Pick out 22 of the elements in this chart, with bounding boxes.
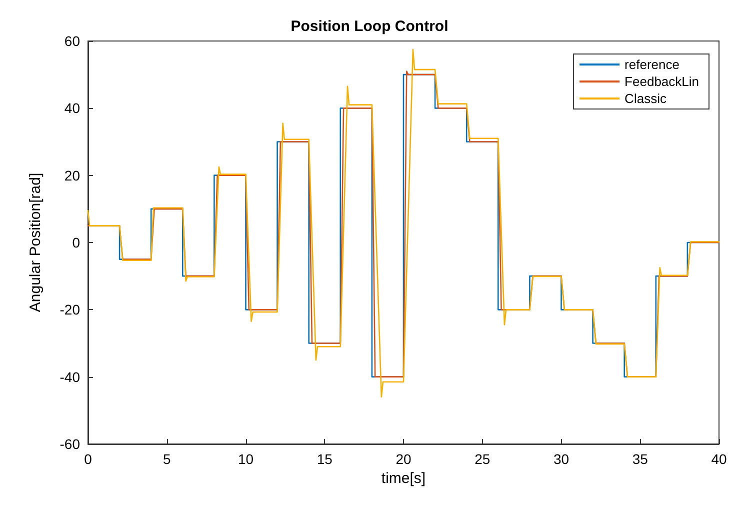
x-tick-label: 15 <box>316 451 333 467</box>
y-axis-title: Angular Position[rad] <box>27 172 44 312</box>
x-tick-label: 0 <box>84 451 92 467</box>
legend-label: reference <box>624 57 680 72</box>
y-tick-label: 40 <box>64 100 80 116</box>
x-tick-label: 25 <box>474 451 490 467</box>
x-tick-label: 20 <box>396 451 412 467</box>
x-tick-label: 5 <box>162 451 171 467</box>
y-tick-label: 60 <box>64 33 80 49</box>
chart-title: Position Loop Control <box>290 18 448 35</box>
y-tick-label: -60 <box>60 436 80 452</box>
y-tick-label: 20 <box>64 167 80 184</box>
x-axis-title: time[s] <box>381 470 426 487</box>
x-tick-label: 10 <box>238 451 254 467</box>
y-tick-label: -40 <box>60 368 80 385</box>
legend-label: Classic <box>624 91 667 106</box>
x-tick-label: 30 <box>553 451 570 467</box>
legend-label: FeedbackLin <box>624 74 700 89</box>
y-tick-label: 0 <box>72 234 80 250</box>
y-tick-label: -20 <box>60 302 80 318</box>
x-tick-label: 35 <box>632 451 648 467</box>
x-tick-label: 40 <box>711 451 727 467</box>
